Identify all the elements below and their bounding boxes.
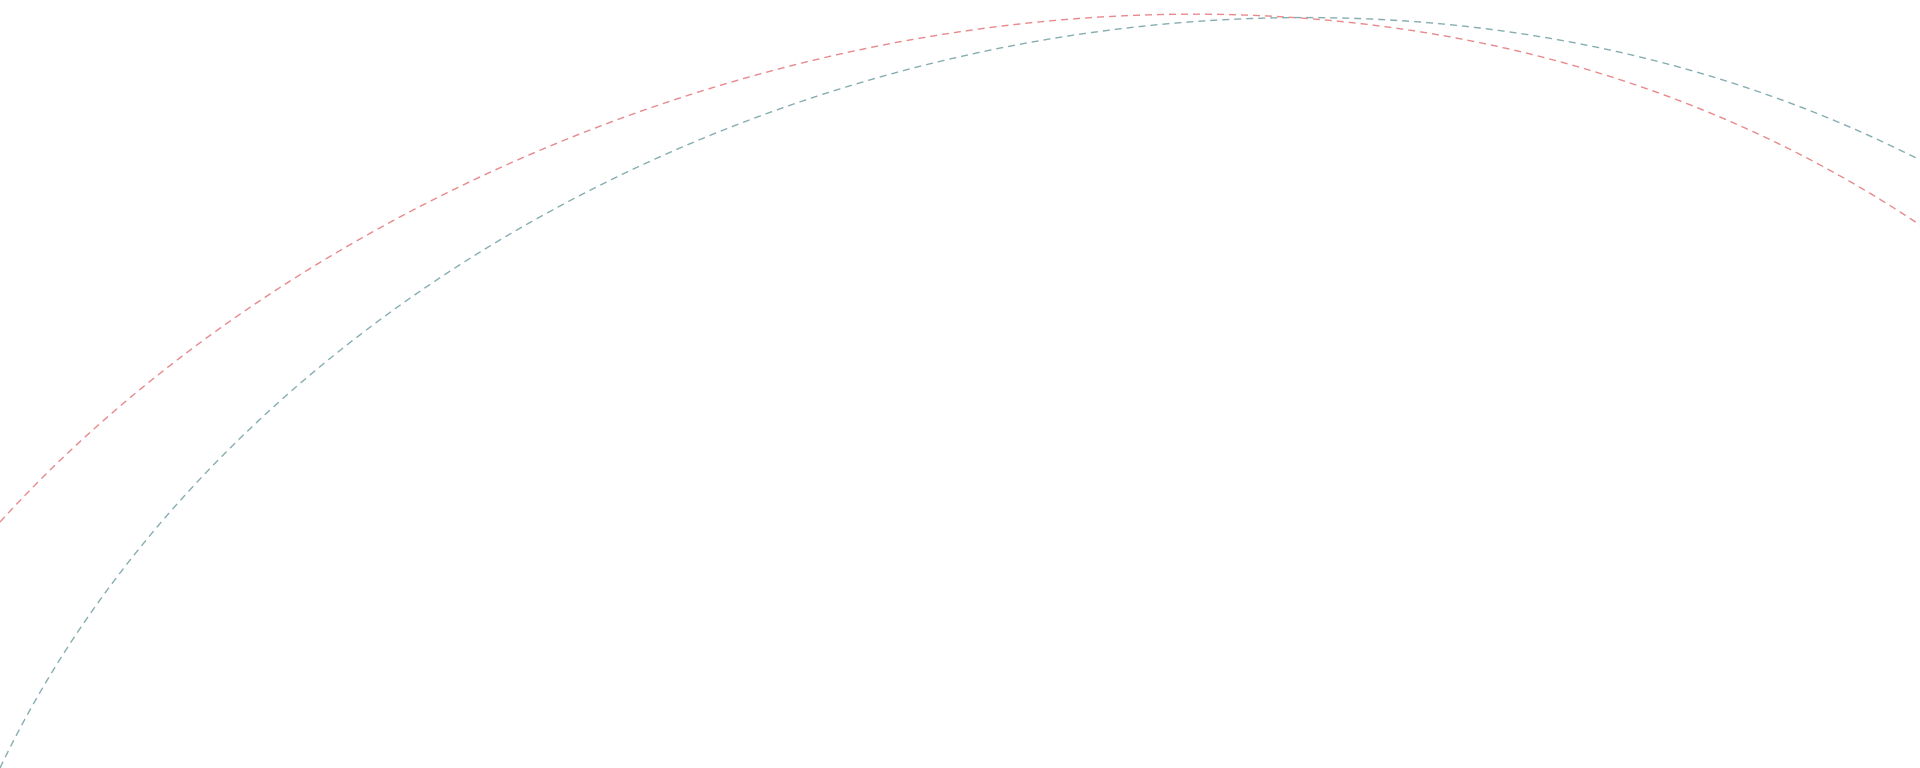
red-dashed-arc bbox=[0, 13, 1920, 523]
teal-dashed-arc bbox=[0, 16, 1920, 768]
